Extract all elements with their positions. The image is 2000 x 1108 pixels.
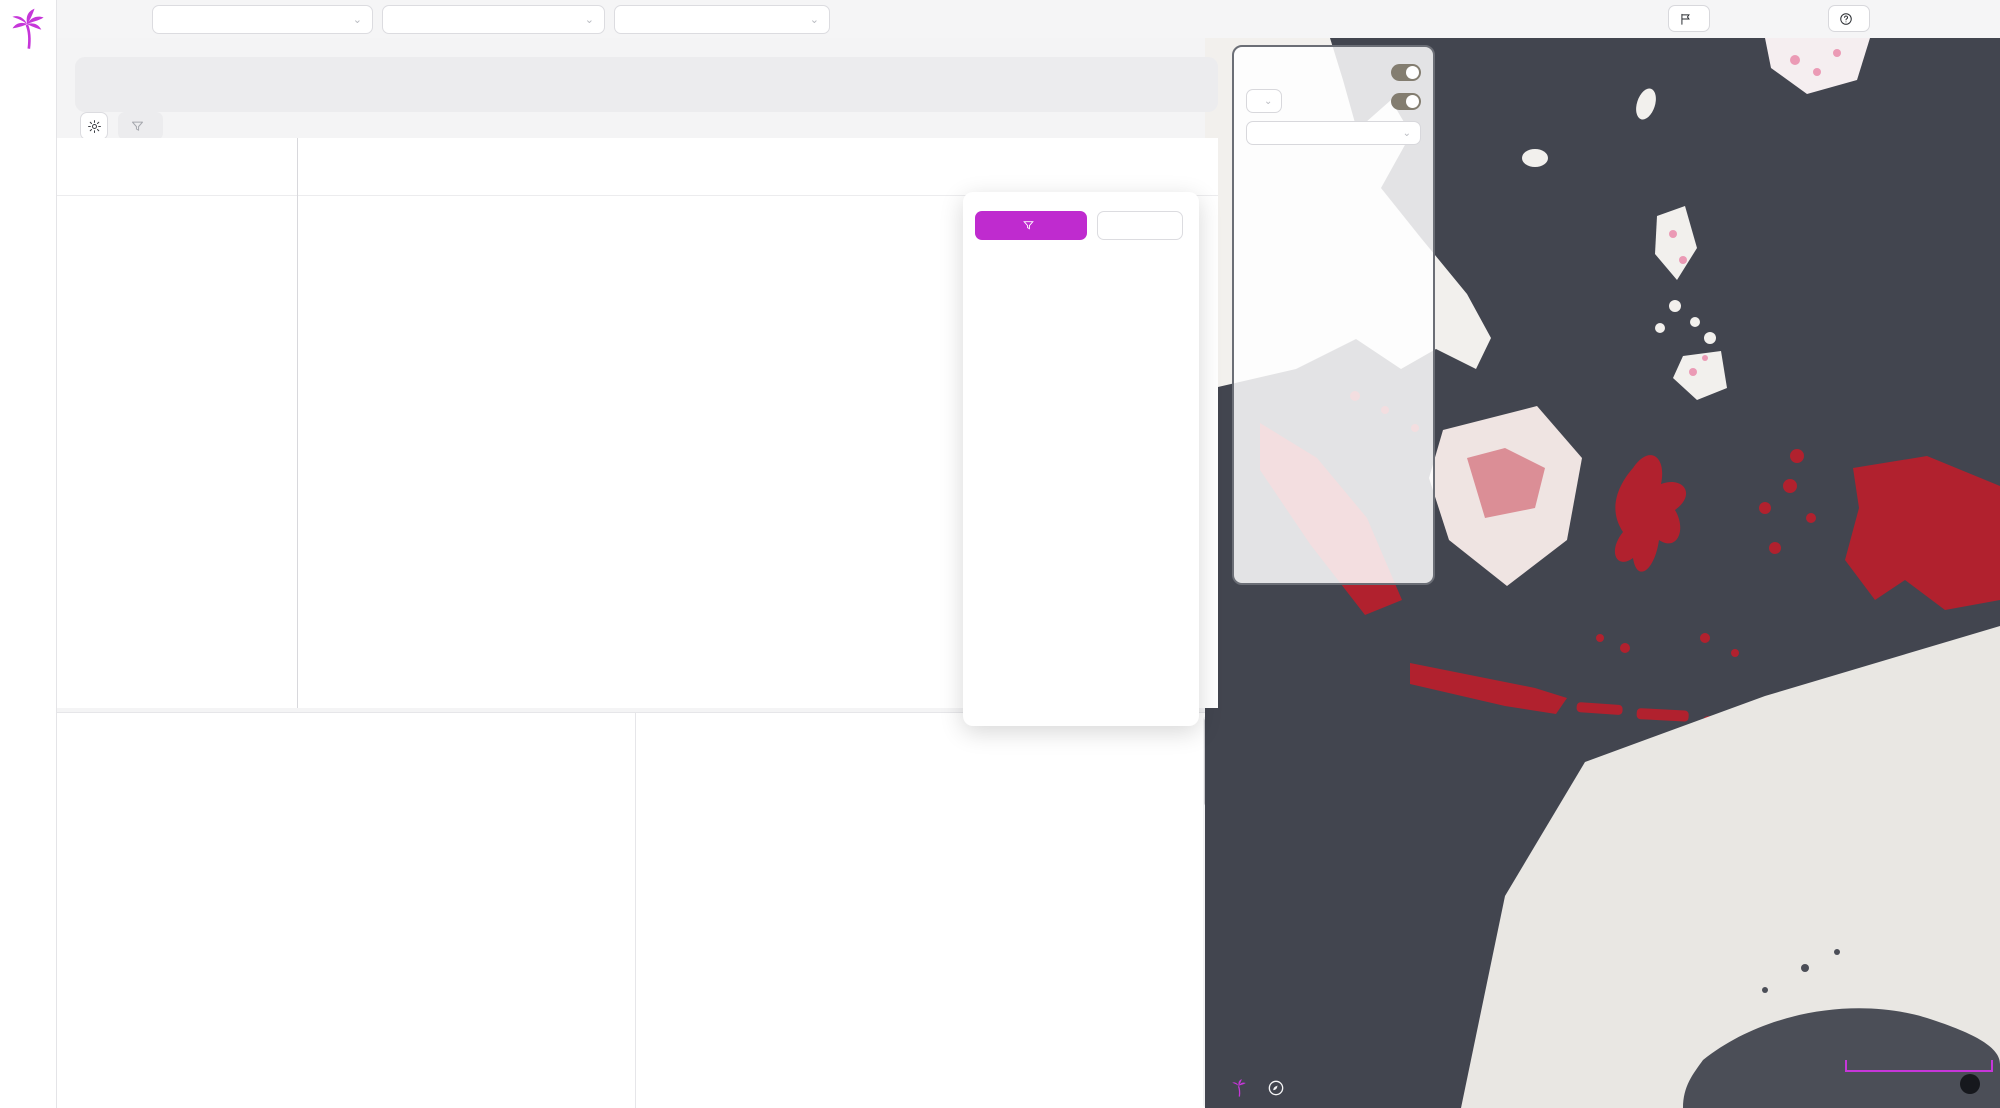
issues-panel [636,713,1218,1108]
charts-row [57,712,1218,1108]
chevron-down-icon: ⌄ [809,14,819,26]
eudr-risk-toggle[interactable] [1391,64,1421,81]
regency-select[interactable]: ⌄ [382,5,605,34]
status-overview-chart[interactable] [57,713,636,1108]
map-scalebar [1845,1060,1993,1072]
funnel-icon [1022,221,1034,230]
eudr-alert-dropdown[interactable]: ⌄ [1246,89,1283,113]
table-header [57,138,1218,196]
chevron-down-icon: ⌄ [1402,127,1411,139]
map-legend: ⌄ ⌄ [1232,45,1435,585]
flag-icon [1681,13,1690,25]
chevron-down-icon: ⌄ [1264,95,1273,107]
funnel-icon [132,121,143,131]
filter-apply-button[interactable] [975,211,1087,240]
sidebar [0,0,57,1108]
palmoil-logo [1230,1078,1252,1098]
no-filters-chip[interactable] [118,112,163,140]
mapbox-logo[interactable] [1268,1080,1288,1096]
status-overview-panel [57,713,636,1108]
eudr-alert-toggle[interactable] [1391,92,1421,110]
help-center-button[interactable] [1828,5,1870,32]
mapbox-icon [1268,1080,1284,1096]
map-info-button[interactable] [1960,1074,1980,1094]
issues-chart[interactable] [636,713,1218,1108]
palm-icon [1232,1079,1246,1097]
issues-filter-panel [963,192,1199,726]
map-pane[interactable]: ⌄ ⌄ [1205,38,2000,1108]
gear-icon [87,119,101,133]
basemap-dropdown[interactable]: ⌄ [1246,121,1421,145]
column-divider [297,138,298,708]
report-problem-button[interactable] [1668,5,1710,32]
chevron-down-icon: ⌄ [352,14,362,26]
chevron-down-icon: ⌄ [584,14,594,26]
district-select[interactable]: ⌄ [614,5,830,34]
topbar: ⌄ ⌄ ⌄ [57,0,2000,38]
filter-clear-button[interactable] [1097,211,1183,240]
tab-bar [75,57,1218,112]
palm-logo-icon [12,8,44,49]
question-icon [1840,12,1852,25]
province-select[interactable]: ⌄ [152,5,373,34]
settings-button[interactable] [80,112,108,140]
